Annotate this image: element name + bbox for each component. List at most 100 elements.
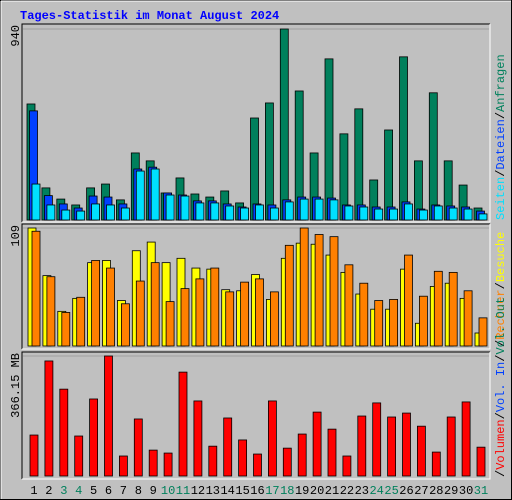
bar	[61, 312, 71, 347]
x-tick-label: 12	[191, 484, 205, 498]
x-tick-label: 22	[340, 484, 354, 498]
bar	[106, 267, 115, 347]
bar	[461, 401, 471, 477]
x-tick-label: 1	[30, 484, 37, 498]
legend-separator: /	[494, 112, 508, 119]
bar	[416, 425, 426, 477]
x-tick-label: 16	[250, 484, 264, 498]
x-tick-label: 28	[429, 484, 443, 498]
bar	[165, 194, 175, 221]
legend-entry: Volumen	[494, 419, 508, 469]
bar	[148, 449, 158, 477]
bar	[342, 455, 352, 477]
bar	[463, 208, 473, 221]
bar	[61, 209, 71, 221]
y-tick-label: 940	[9, 25, 23, 47]
legend-separator: /	[494, 355, 508, 362]
bar	[389, 299, 399, 347]
legend: /Volumen/Vol. In/Vol. Out	[494, 297, 508, 477]
x-tick-label: 6	[105, 484, 112, 498]
legend-entry: Rechner	[494, 289, 508, 339]
bar	[418, 295, 428, 347]
bar	[359, 206, 369, 221]
bar	[384, 129, 394, 221]
y-tick-label: 109	[9, 225, 23, 247]
bar	[404, 203, 413, 221]
bar	[448, 207, 458, 221]
legend-entry: Besuche	[494, 232, 508, 282]
bar	[135, 170, 145, 221]
bar	[46, 204, 56, 221]
x-tick-label: 5	[90, 484, 97, 498]
x-tick-label: 9	[150, 484, 157, 498]
legend-entry: Seiten	[494, 177, 508, 220]
bar	[135, 280, 145, 347]
bar	[165, 301, 175, 347]
bar	[329, 236, 339, 347]
x-tick-label: 21	[325, 484, 339, 498]
bar	[389, 208, 399, 221]
x-tick-label: 19	[295, 484, 309, 498]
bar	[354, 108, 364, 221]
x-tick-label: 25	[384, 484, 398, 498]
x-tick-label: 14	[220, 484, 234, 498]
bar	[253, 453, 262, 477]
bar	[193, 400, 203, 477]
bar	[255, 278, 264, 347]
panel-frame-light	[22, 24, 491, 223]
bar	[327, 428, 337, 477]
bar	[225, 291, 235, 347]
legend-separator: /	[494, 470, 508, 477]
bar	[150, 168, 160, 221]
bar	[476, 446, 486, 477]
legend-entry: Vol. Out	[494, 297, 508, 355]
bar	[329, 199, 339, 221]
bar	[240, 281, 250, 347]
x-tick-label: 7	[120, 484, 127, 498]
bar	[121, 207, 130, 221]
bar	[210, 202, 220, 221]
bar	[195, 278, 205, 347]
bar	[238, 439, 248, 477]
bar	[314, 198, 324, 221]
legend-separator: /	[494, 412, 508, 419]
bar	[195, 202, 205, 221]
bar	[89, 398, 98, 477]
bar	[372, 402, 382, 477]
legend-separator: /	[494, 170, 508, 177]
bar	[478, 213, 488, 221]
bar	[180, 195, 190, 221]
legend-entry: Anfragen	[494, 54, 508, 112]
bar	[446, 416, 456, 477]
bar	[150, 262, 160, 347]
bar	[44, 360, 54, 477]
x-tick-label: 23	[355, 484, 369, 498]
bar	[433, 205, 443, 221]
bar	[223, 417, 233, 477]
bar	[284, 244, 294, 347]
bar	[208, 445, 218, 477]
x-tick-label: 4	[75, 484, 82, 498]
bar	[433, 270, 443, 347]
bar	[284, 201, 294, 221]
bar	[344, 205, 354, 221]
bar	[357, 415, 367, 477]
bar	[402, 412, 411, 477]
bar	[299, 198, 309, 221]
bar	[76, 296, 86, 347]
bar	[463, 290, 473, 347]
x-tick-label: 2	[45, 484, 52, 498]
panel-frame-dark	[21, 223, 490, 349]
x-tick-label: 3	[60, 484, 67, 498]
panel-frame-light	[22, 352, 491, 480]
bar	[478, 317, 488, 347]
bar	[31, 183, 41, 221]
x-tick-label: 26	[399, 484, 413, 498]
x-tick-label: 18	[280, 484, 294, 498]
bar	[314, 234, 324, 347]
panel-frame-light	[22, 224, 491, 350]
x-tick-label: 27	[414, 484, 428, 498]
bar	[106, 204, 115, 221]
y-tick-label: 366.15 MB	[9, 353, 23, 418]
bar	[91, 260, 100, 347]
